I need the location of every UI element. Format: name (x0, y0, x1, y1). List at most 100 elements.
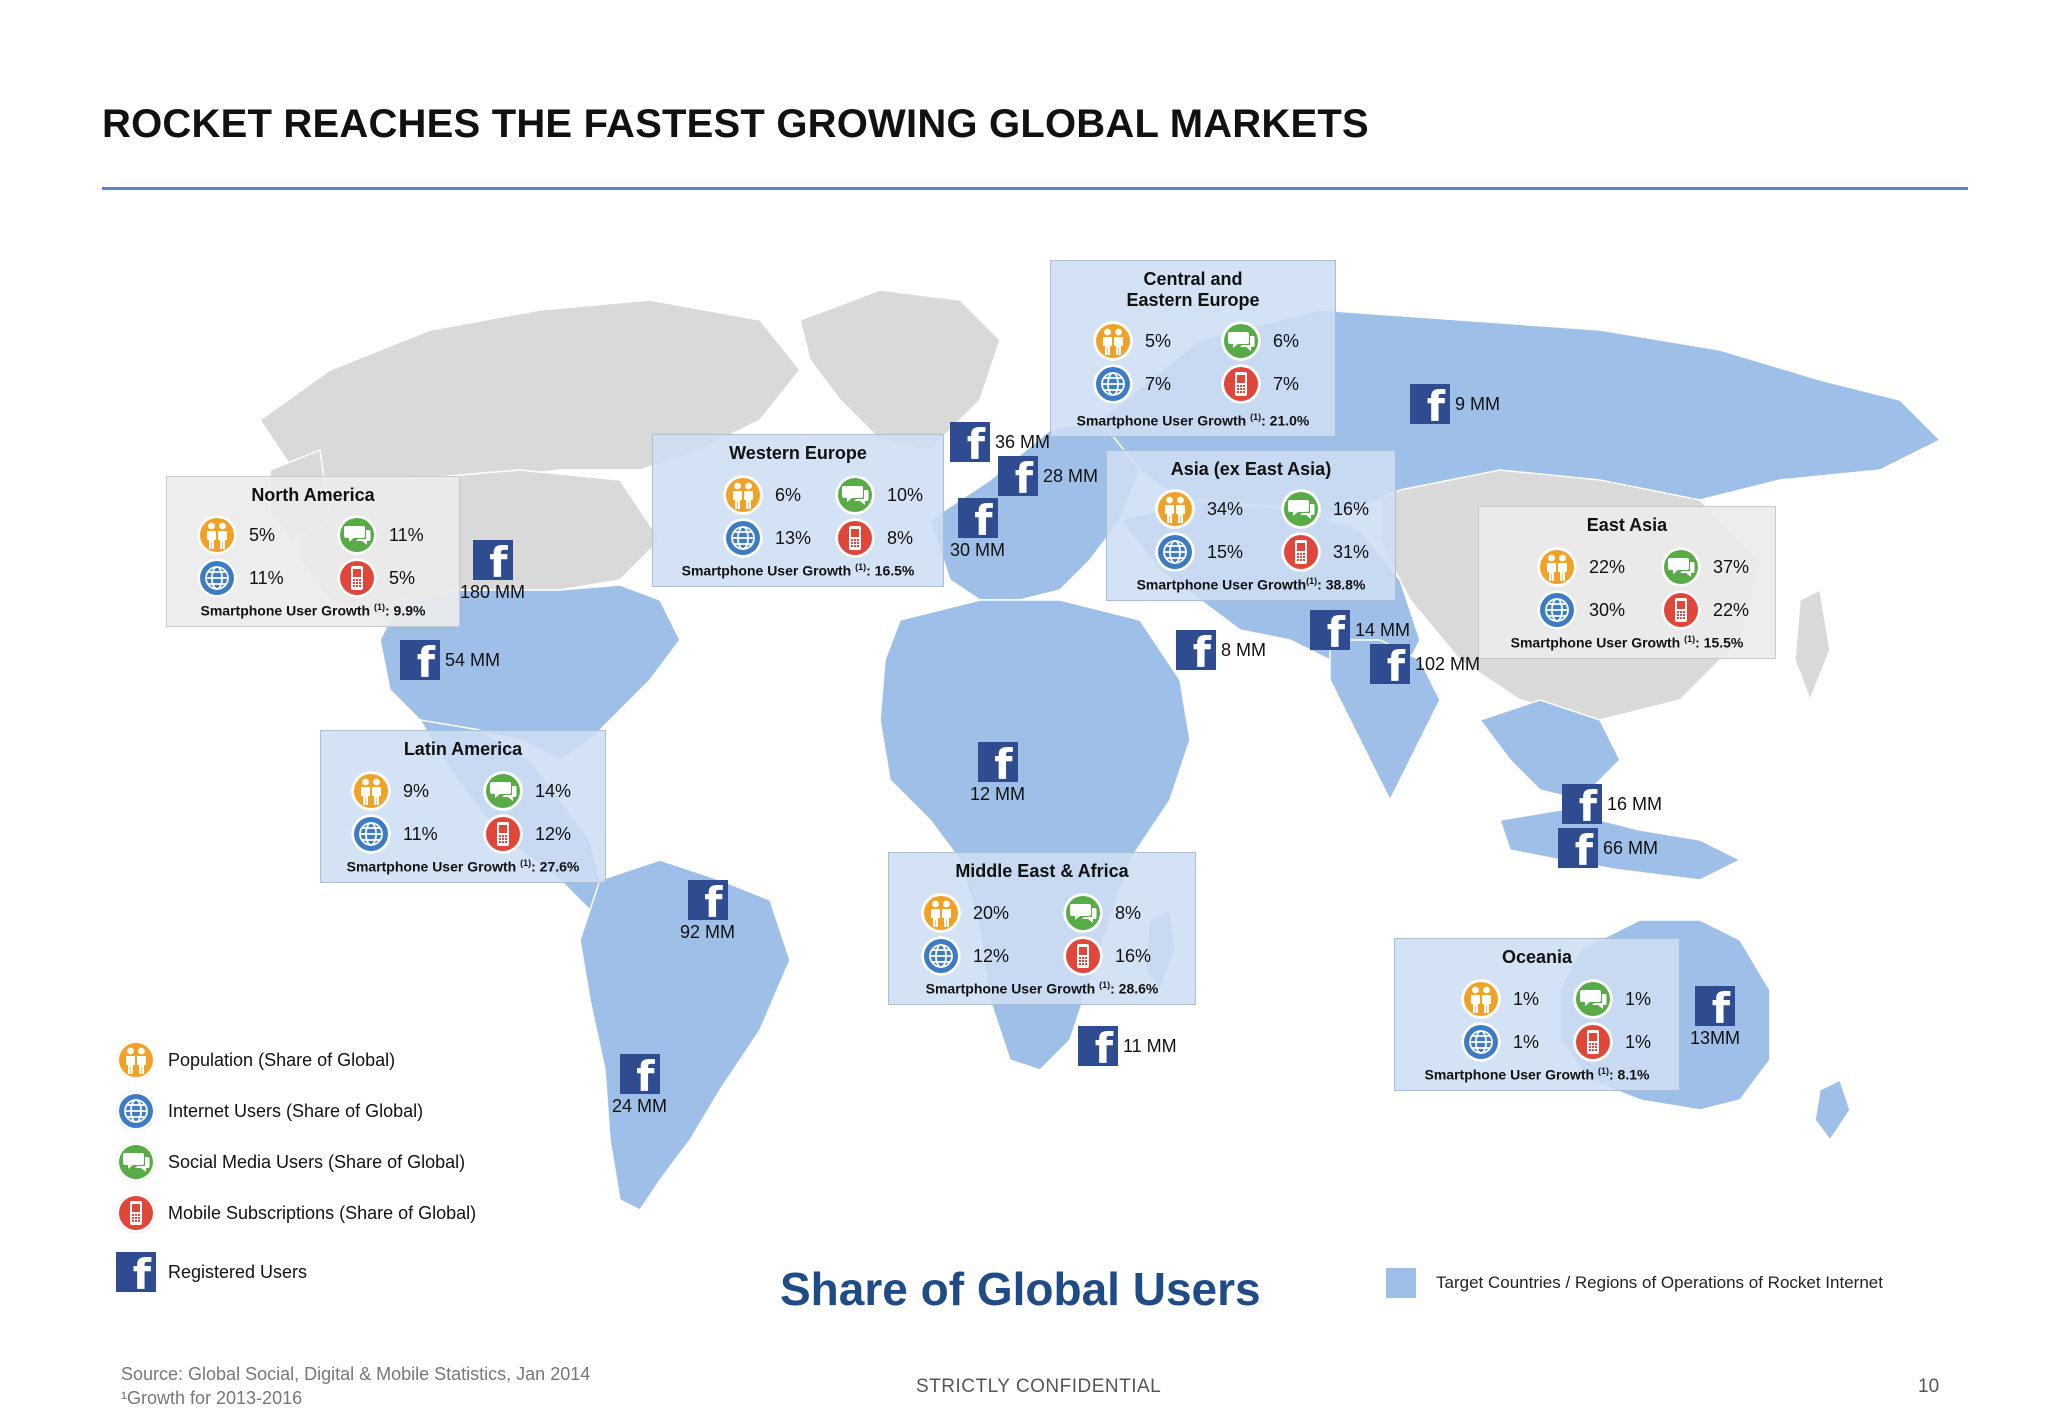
registered-value: 9 MM (1455, 393, 1500, 414)
stat-value: 34% (1207, 498, 1244, 519)
population-icon (1461, 979, 1501, 1019)
stat-population: 5% (1093, 321, 1171, 361)
stat-value: 16% (1115, 945, 1152, 966)
growth-label: Smartphone User Growth (346, 859, 517, 875)
facebook-icon: f (1410, 384, 1450, 428)
registered-marker-mexico: f 54 MM (400, 640, 500, 684)
registered-value: 92 MM (680, 922, 736, 942)
registered-value: 13MM (1690, 1028, 1741, 1048)
stat-internet: 7% (1093, 364, 1171, 404)
stat-population: 1% (1461, 979, 1539, 1019)
mobile-phone-icon (1573, 1022, 1613, 1062)
registered-value: 36 MM (995, 431, 1051, 452)
source-text: Source: Global Social, Digital & Mobile … (121, 1364, 591, 1384)
growth-footnote: (1) (1250, 412, 1262, 423)
facebook-icon: f (1562, 784, 1602, 828)
speech-bubble-icon (1063, 893, 1103, 933)
region-title: Oceania (1501, 947, 1573, 967)
growth-line: Smartphone User Growth (1): 15.5% (1479, 634, 1775, 651)
facebook-icon: f (400, 640, 440, 684)
stat-social: 1% (1573, 979, 1651, 1019)
speech-bubble-icon (835, 475, 875, 515)
share-title: Share of Global Users (780, 1263, 1261, 1315)
target-swatch (1386, 1268, 1416, 1298)
growth-footnote: (1) (1306, 576, 1318, 587)
land-africa (879, 599, 1191, 1071)
stat-mobile: 22% (1661, 590, 1749, 630)
growth-footnote: (1) (1099, 980, 1111, 991)
stat-value: 22% (1713, 599, 1750, 620)
footnote-text: ¹Growth for 2013-2016 (121, 1388, 303, 1408)
registered-marker-spain: f 30 MM (950, 498, 1005, 561)
facebook-icon: f (1176, 630, 1216, 674)
legend-label: Internet Users (Share of Global) (168, 1100, 424, 1121)
land-southeast-asia (1478, 699, 1621, 801)
stat-value: 5% (1145, 330, 1172, 351)
registered-value: 14 MM (1355, 619, 1411, 640)
target-legend: Target Countries / Regions of Operations… (1386, 1268, 1883, 1298)
registered-value: 28 MM (1043, 465, 1099, 486)
facebook-icon: f (977, 742, 1018, 786)
mobile-phone-icon (1063, 936, 1103, 976)
stat-value: 7% (1273, 373, 1300, 394)
legend-internet: Internet Users (Share of Global) (116, 1091, 423, 1131)
registered-marker-nigeria: f 12 MM (970, 742, 1025, 805)
globe-icon (723, 518, 763, 558)
registered-value: 66 MM (1603, 837, 1659, 858)
facebook-icon: f (998, 456, 1038, 500)
legend-social: Social Media Users (Share of Global) (116, 1142, 465, 1182)
stat-mobile: 5% (337, 558, 415, 598)
registered-value: 16 MM (1607, 793, 1663, 814)
stat-value: 11% (249, 567, 284, 588)
region-oceania: Oceania 1% 1% 1% 1% Smartphone User Grow… (1394, 938, 1680, 1091)
registered-marker-argentina: f 24 MM (612, 1054, 667, 1117)
population-icon (1155, 489, 1195, 529)
stat-value: 8% (1115, 902, 1142, 923)
speech-bubble-icon (1661, 547, 1701, 587)
speech-bubble-icon (1281, 489, 1321, 529)
registered-marker-south-africa: f 11 MM (1078, 1026, 1177, 1070)
stat-value: 6% (775, 484, 802, 505)
registered-value: 180 MM (460, 582, 526, 602)
population-icon (197, 515, 237, 555)
registered-marker-pakistan: f 14 MM (1310, 610, 1411, 654)
growth-value: : 15.5% (1695, 635, 1744, 651)
mobile-phone-icon (337, 558, 377, 598)
globe-icon (197, 558, 237, 598)
land-japan (1794, 588, 1831, 703)
stat-value: 9% (403, 780, 430, 801)
stat-social: 11% (337, 515, 424, 555)
growth-label: Smartphone User Growth (925, 981, 1096, 997)
stat-value: 7% (1145, 373, 1172, 394)
growth-label: Smartphone User Growth (1136, 577, 1307, 593)
stat-value: 11% (389, 524, 424, 545)
stat-population: 5% (197, 515, 275, 555)
facebook-icon: f (619, 1054, 660, 1098)
stat-internet: 15% (1155, 532, 1243, 572)
land-europe (929, 419, 1141, 601)
region-east-asia: East Asia 22% 37% 30% 22% Smartphone Use… (1478, 506, 1776, 659)
mobile-phone-icon (116, 1193, 156, 1233)
globe-icon (921, 936, 961, 976)
registered-marker-usa: f 180 MM (460, 540, 525, 603)
facebook-icon: f (116, 1252, 156, 1296)
growth-line: Smartphone User Growth (1): 9.9% (167, 602, 459, 619)
stat-value: 16% (1333, 498, 1370, 519)
facebook-icon: f (1078, 1026, 1118, 1070)
region-asia-ex-east: Asia (ex East Asia) 34% 16% 15% 31% Smar… (1106, 450, 1396, 601)
stat-value: 1% (1625, 988, 1652, 1009)
population-icon (1537, 547, 1577, 587)
stat-value: 37% (1713, 556, 1750, 577)
population-icon (1093, 321, 1133, 361)
stat-mobile: 31% (1281, 532, 1369, 572)
stat-value: 1% (1513, 988, 1540, 1009)
region-title: East Asia (1586, 515, 1668, 535)
stat-value: 5% (389, 567, 416, 588)
region-middle-east-africa: Middle East & Africa 20% 8% 12% 16% Smar… (888, 852, 1196, 1005)
growth-footnote: (1) (855, 562, 867, 573)
stat-value: 20% (973, 902, 1010, 923)
stat-internet: 11% (351, 814, 438, 854)
growth-footnote: (1) (374, 602, 385, 613)
growth-label: Smartphone User Growth (1424, 1067, 1595, 1083)
